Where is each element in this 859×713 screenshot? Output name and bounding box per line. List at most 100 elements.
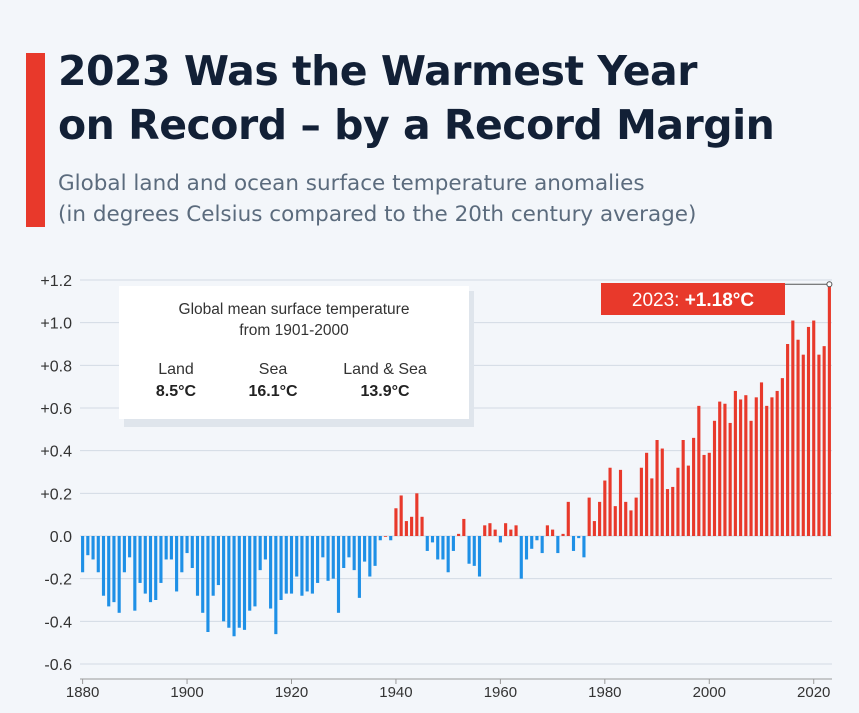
bar bbox=[383, 536, 388, 537]
bar bbox=[483, 525, 487, 536]
bar bbox=[295, 536, 299, 577]
bar bbox=[749, 420, 753, 536]
bar bbox=[378, 536, 382, 541]
bar bbox=[733, 390, 737, 536]
bar bbox=[603, 480, 607, 536]
bar bbox=[728, 422, 732, 536]
bar bbox=[681, 440, 685, 536]
x-tick-label: 1980 bbox=[588, 684, 621, 701]
bar bbox=[624, 501, 628, 536]
bar bbox=[399, 495, 403, 536]
title-line-2: on Record – by a Record Margin bbox=[58, 101, 775, 149]
x-axis: 1880 1900 1920 1940 1960 1980 2000 2020 bbox=[66, 678, 832, 701]
bar bbox=[629, 510, 633, 536]
bar bbox=[368, 536, 372, 577]
y-tick-label: +1.2 bbox=[40, 273, 72, 290]
bar bbox=[269, 536, 273, 609]
bar bbox=[639, 467, 643, 536]
bar bbox=[707, 452, 711, 536]
bar bbox=[86, 536, 90, 556]
y-tick-label: +0.2 bbox=[40, 486, 72, 503]
y-tick-label: -0.6 bbox=[44, 657, 72, 674]
bar bbox=[258, 536, 262, 571]
record-annotation: 2023: +1.18°C bbox=[601, 281, 833, 315]
bar bbox=[806, 326, 811, 536]
title-line-1: 2023 Was the Warmest Year bbox=[58, 47, 697, 95]
page-title: 2023 Was the Warmest Year on Record – by… bbox=[58, 44, 775, 152]
accent-bar bbox=[26, 53, 45, 227]
bar bbox=[169, 536, 173, 560]
bar bbox=[514, 525, 518, 536]
bar bbox=[587, 497, 591, 536]
bar bbox=[457, 533, 461, 536]
bar bbox=[780, 378, 784, 536]
bar bbox=[822, 346, 826, 536]
bar bbox=[598, 501, 602, 536]
infobox-panel bbox=[119, 286, 469, 419]
bar bbox=[148, 536, 153, 603]
bar bbox=[634, 497, 638, 536]
bar bbox=[404, 521, 408, 536]
bar bbox=[415, 493, 419, 536]
bar bbox=[195, 536, 200, 596]
bars bbox=[81, 284, 831, 637]
bar bbox=[504, 523, 508, 536]
bar bbox=[248, 536, 252, 611]
bar bbox=[545, 525, 549, 536]
bar bbox=[561, 533, 565, 536]
x-tick-label: 1880 bbox=[66, 684, 99, 701]
bar bbox=[347, 536, 351, 558]
bar bbox=[357, 536, 361, 598]
bar bbox=[394, 508, 398, 536]
y-axis-tick-labels: +1.2 +1.0 +0.8 +0.6 +0.4 +0.2 0.0 -0.2 -0.4 -0.6 bbox=[40, 273, 72, 674]
y-tick-label: +0.4 bbox=[40, 444, 72, 461]
bar bbox=[524, 536, 529, 560]
bar bbox=[180, 536, 184, 573]
infobox-heading-line-1: Global mean surface temperature bbox=[179, 301, 410, 318]
bar bbox=[827, 284, 831, 536]
bar bbox=[535, 536, 539, 541]
subtitle-line-1: Global land and ocean surface temperatur… bbox=[58, 171, 645, 196]
bar bbox=[676, 467, 680, 536]
x-tick-label: 1920 bbox=[275, 684, 308, 701]
bar bbox=[765, 405, 769, 536]
bar bbox=[582, 536, 586, 558]
y-tick-label: +0.6 bbox=[40, 401, 72, 418]
bar bbox=[336, 536, 341, 613]
annotation-box bbox=[601, 283, 785, 315]
bar bbox=[232, 536, 236, 637]
bar bbox=[488, 523, 492, 536]
bar bbox=[201, 536, 205, 613]
bar bbox=[263, 536, 267, 560]
bar bbox=[143, 536, 147, 594]
bar bbox=[389, 536, 393, 541]
bar bbox=[650, 478, 654, 536]
bar bbox=[410, 516, 414, 536]
x-tick-label: 1960 bbox=[484, 684, 517, 701]
bar bbox=[211, 536, 215, 596]
infobox-heading-line-2: from 1901-2000 bbox=[239, 322, 349, 339]
bar bbox=[112, 536, 116, 603]
subtitle-line-2: (in degrees Celsius compared to the 20th… bbox=[58, 202, 697, 227]
x-tick-label: 2020 bbox=[797, 684, 830, 701]
bar bbox=[770, 397, 774, 536]
bar bbox=[796, 339, 800, 536]
y-tick-label: -0.4 bbox=[44, 614, 72, 631]
bar bbox=[812, 320, 816, 536]
bar bbox=[185, 536, 189, 554]
x-tick-label: 1900 bbox=[170, 684, 203, 701]
bar bbox=[498, 536, 502, 543]
bar bbox=[216, 536, 220, 586]
bar bbox=[164, 536, 168, 560]
bar bbox=[133, 536, 137, 611]
infobox: Global mean surface temperature from 190… bbox=[119, 286, 474, 427]
bar bbox=[618, 469, 623, 536]
bar bbox=[81, 536, 85, 573]
bar bbox=[128, 536, 132, 558]
bar bbox=[556, 536, 560, 554]
infobox-land-label: Land bbox=[158, 361, 194, 378]
bar bbox=[342, 536, 346, 568]
gridlines bbox=[80, 279, 832, 665]
bar bbox=[446, 536, 450, 573]
bar bbox=[744, 395, 748, 536]
